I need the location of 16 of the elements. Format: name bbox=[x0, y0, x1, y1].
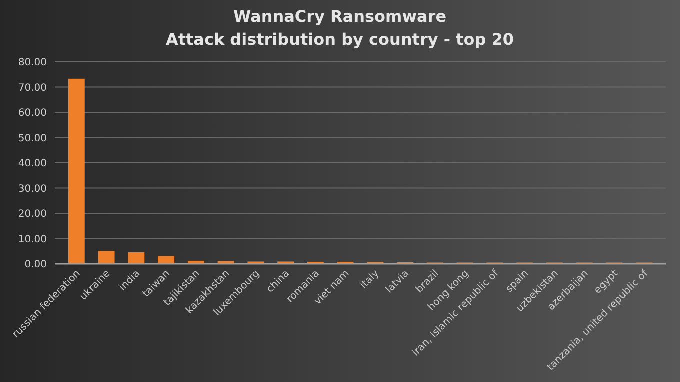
bar bbox=[158, 256, 175, 264]
y-tick-label: 40.00 bbox=[18, 158, 47, 170]
bar bbox=[218, 261, 234, 264]
y-tick-label: 50.00 bbox=[18, 133, 47, 144]
y-tick-label: 30.00 bbox=[18, 184, 47, 195]
y-tick-label: 0.00 bbox=[24, 260, 47, 270]
bar bbox=[98, 251, 115, 264]
y-tick-label: 70.00 bbox=[18, 82, 47, 94]
y-tick-label: 80.00 bbox=[18, 58, 47, 68]
y-tick-label: 10.00 bbox=[18, 234, 47, 246]
bar bbox=[68, 78, 85, 264]
y-tick-label: 60.00 bbox=[18, 108, 47, 119]
chart-subtitle: Attack distribution by country - top 20 bbox=[166, 30, 514, 49]
y-tick-label: 20.00 bbox=[18, 209, 47, 220]
bar bbox=[128, 252, 145, 264]
chart-title: WannaCry Ransomware bbox=[233, 7, 447, 26]
